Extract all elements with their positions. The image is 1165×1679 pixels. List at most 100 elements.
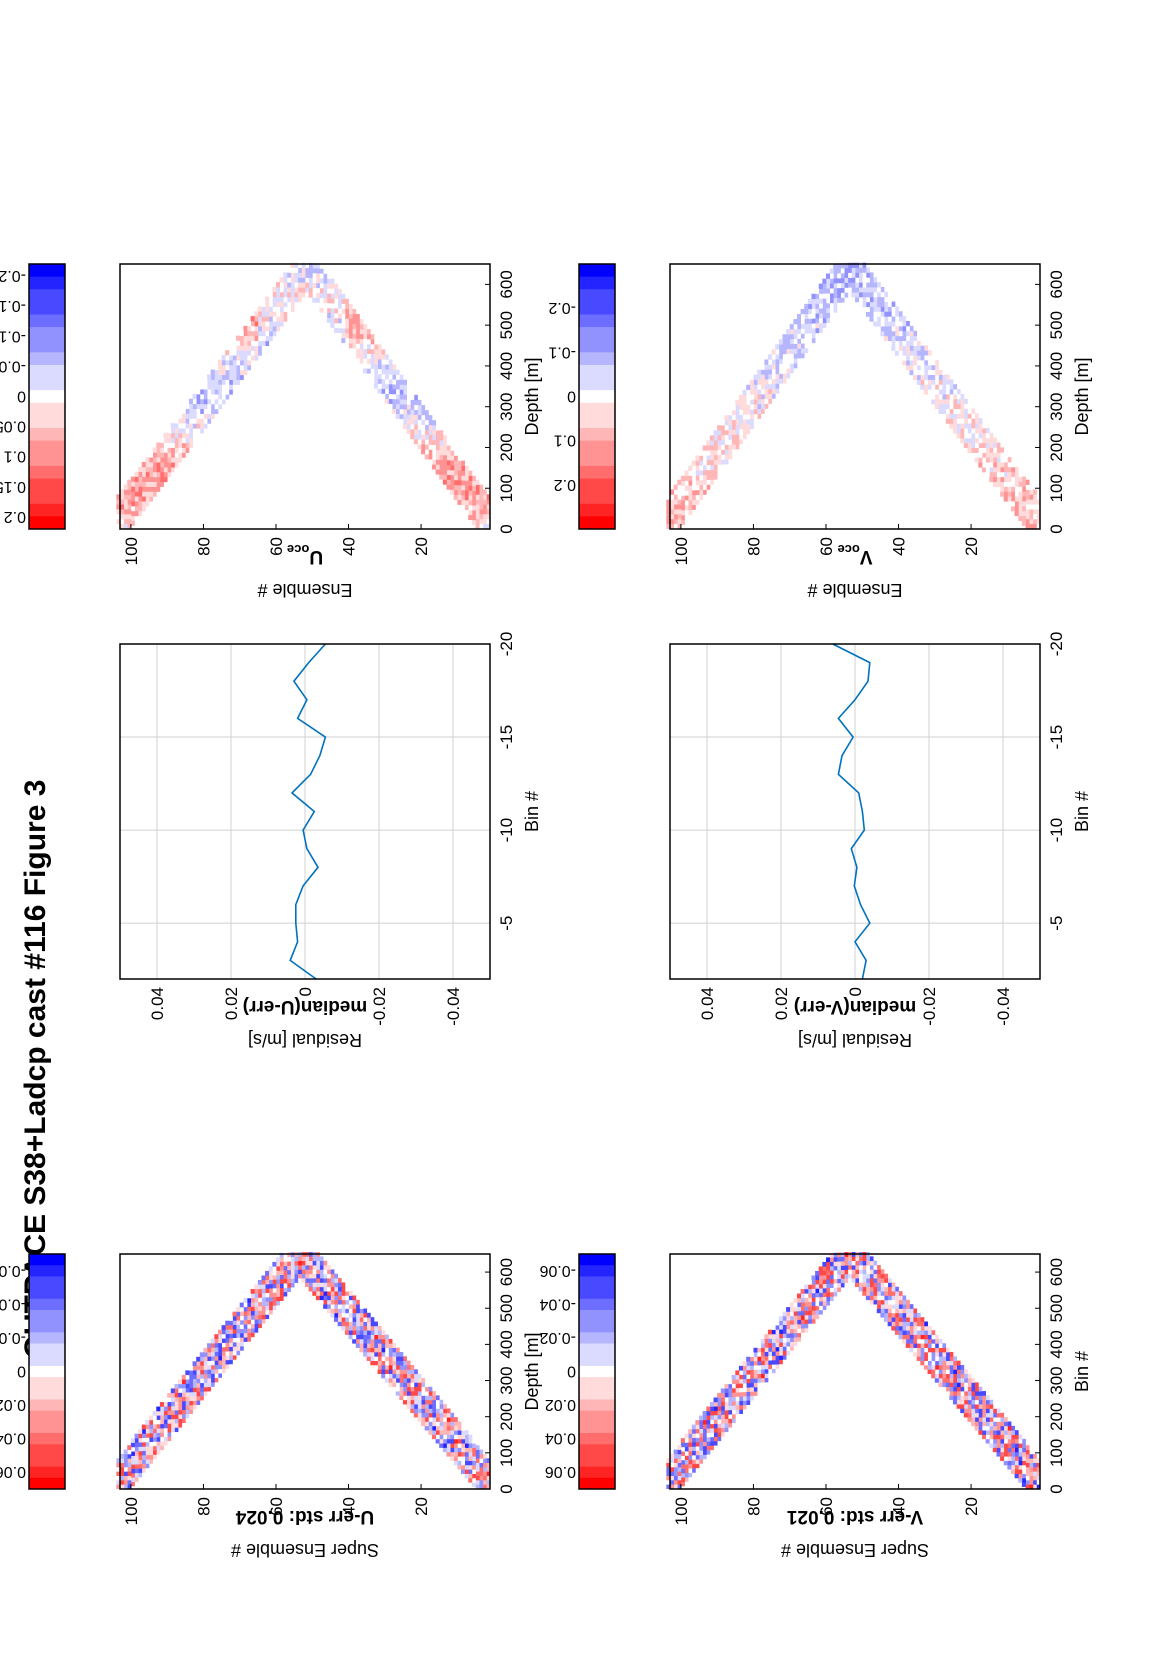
colorbar-cell: [29, 364, 65, 378]
colorbar-cell: [29, 301, 65, 315]
colorbar-frame: [28, 263, 66, 530]
colorbar-cell: [29, 1343, 65, 1355]
ensemble-tick-label: 60: [817, 537, 836, 556]
colorbar-cell: [579, 301, 615, 315]
colorbar-cell: [579, 402, 615, 416]
colorbar-cell: [579, 1275, 615, 1288]
chart-title: V-err std: 0.021: [786, 1506, 923, 1527]
residual-tick-label: -0.04: [444, 987, 463, 1026]
residual-tick-label: -0.04: [994, 987, 1013, 1026]
colorbar-cell: [579, 263, 615, 277]
depth-tick-label: 300: [497, 393, 516, 421]
heatmap-cells: [116, 262, 491, 529]
ensemble-tick-label: 20: [962, 537, 981, 556]
depth-tick-label: 200: [1047, 1403, 1066, 1431]
colorbar-tick-label: 0: [17, 388, 26, 405]
colorbar-cell: [579, 503, 615, 517]
colorbar-cell: [29, 377, 65, 391]
ensemble-tick-label: 60: [267, 537, 286, 556]
colorbar-tick-label: -0.2: [548, 299, 576, 316]
colorbar-cell: [29, 1253, 65, 1266]
colorbar-cell: [29, 1309, 65, 1322]
colorbar-cell: [579, 515, 615, 529]
colorbar-cell: [29, 427, 65, 441]
colorbar-tick-label: 0.1: [554, 432, 576, 449]
ensemble-tick-label: 80: [744, 537, 763, 556]
colorbar-tick-label: -0.1: [0, 327, 26, 344]
colorbar-cell: [29, 478, 65, 492]
ensemble-tick-label: 40: [890, 1497, 909, 1516]
axis-label-bin: Bin #: [1072, 791, 1092, 832]
colorbar-cell: [579, 1443, 615, 1456]
bin-tick-label: -15: [1047, 725, 1066, 750]
colorbar-cell: [579, 276, 615, 290]
colorbar-cell: [29, 1410, 65, 1422]
axis-label-ensemble: Ensemble #: [807, 580, 902, 600]
heatmap-cells: [666, 1251, 1041, 1489]
colorbar-tick-label: 0: [567, 1363, 576, 1380]
colorbar-tick-label: -0.06: [0, 1262, 26, 1279]
residual-tick-label: -0.02: [370, 987, 389, 1026]
colorbar-tick-label: 0.02: [545, 1396, 576, 1413]
axes-box: [669, 263, 1041, 530]
ensemble-tick-label: 40: [340, 537, 359, 556]
axes-box: [119, 1253, 491, 1490]
colorbar-cell: [29, 490, 65, 504]
residual-tick-label: 0.02: [772, 987, 791, 1020]
chart-title: Uoce: [287, 542, 323, 567]
axis-label-bin: Bin #: [522, 791, 542, 832]
bin-tick-label: -10: [1047, 818, 1066, 843]
depth-tick-label: 100: [497, 1439, 516, 1467]
axis-label-ensemble: Super Ensemble #: [231, 1540, 379, 1560]
colorbar-tick-label: 0.04: [545, 1430, 576, 1447]
colorbar-cell: [579, 1253, 615, 1266]
colorbar-frame: [578, 263, 616, 530]
colorbar-cell: [29, 326, 65, 340]
depth-tick-label: 600: [497, 1258, 516, 1286]
colorbar-cell: [29, 276, 65, 290]
colorbar-tick-label: 0.2: [554, 476, 576, 493]
heatmap-cells: [666, 262, 1041, 529]
colorbar-cell: [29, 1466, 65, 1478]
colorbar-cell: [29, 402, 65, 416]
ensemble-tick-label: 100: [672, 537, 691, 565]
axes-box: [669, 1253, 1041, 1490]
colorbar-cell: [29, 1454, 65, 1467]
colorbar-cell: [29, 313, 65, 328]
chart-title-sub: oce: [837, 542, 859, 557]
colorbar-cell: [579, 1376, 615, 1389]
ensemble-tick-label: 20: [412, 537, 431, 556]
axis-label-depth: Depth [m]: [1072, 357, 1092, 435]
colorbar-cell: [29, 1365, 65, 1378]
axis-label-residual: Residual [m/s]: [248, 1030, 362, 1050]
colorbar: 0.2 0.15 0.1 0.05 0 -0.05 -0.1 -0.15 -0.2: [0, 263, 66, 530]
axis-label-depth: Depth [m]: [522, 1332, 542, 1410]
colorbar-cell: [579, 1331, 615, 1344]
bin-tick-label: -5: [497, 916, 516, 931]
colorbar-cell: [29, 1331, 65, 1344]
colorbar-cell: [579, 452, 615, 466]
bin-tick-label: -5: [1047, 916, 1066, 931]
chart-title: median(U-err): [243, 996, 368, 1017]
colorbar-cell: [29, 1376, 65, 1389]
bin-tick-label: -20: [497, 632, 516, 657]
axis-label-ensemble: Ensemble #: [257, 580, 352, 600]
depth-tick-label: 300: [1047, 1366, 1066, 1394]
colorbar: 0.06 0.04 0.02 0 -0.02 -0.04 -0.06: [539, 1253, 616, 1490]
colorbar-tick-label: 0.06: [545, 1463, 576, 1480]
colorbar-cell: [579, 326, 615, 340]
colorbar-cell: [579, 490, 615, 504]
colorbar-cell: [29, 339, 65, 353]
colorbar-cell: [579, 427, 615, 441]
colorbar-cell: [29, 351, 65, 365]
colorbar-cell: [29, 1354, 65, 1366]
chart-title-main: V: [860, 546, 873, 567]
colorbar-cell: [579, 1398, 615, 1411]
colorbar-tick-label: -0.06: [539, 1262, 576, 1279]
colorbar-cell: [579, 1343, 615, 1355]
colorbar-cell: [29, 465, 65, 479]
ensemble-tick-label: 80: [194, 537, 213, 556]
colorbar-cell: [579, 1466, 615, 1478]
